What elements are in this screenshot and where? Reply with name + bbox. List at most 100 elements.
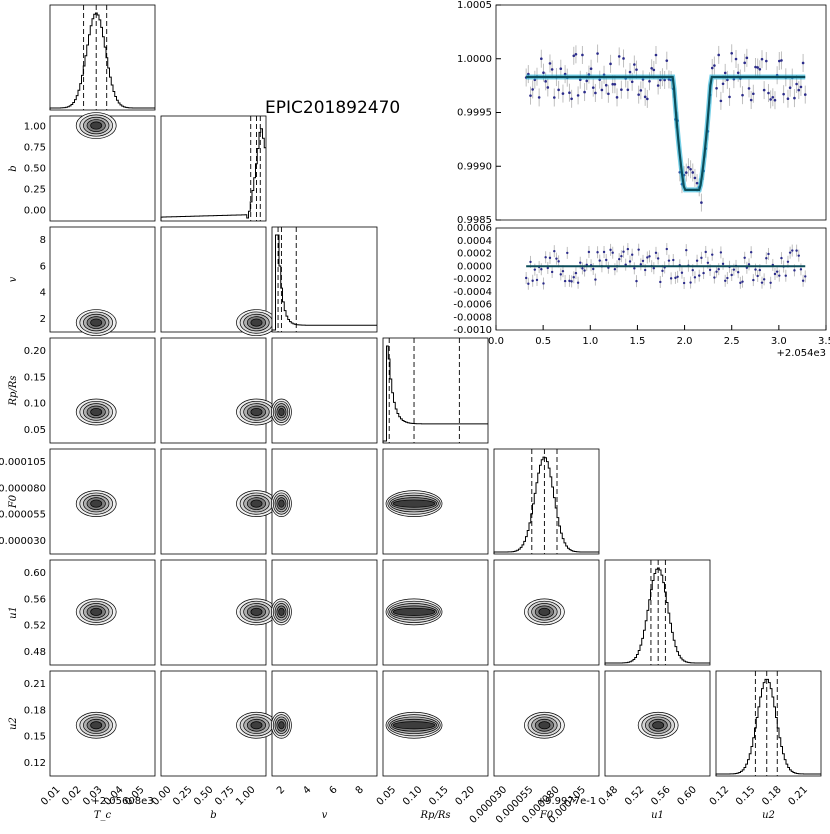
data-point — [639, 89, 643, 92]
residual-point — [773, 272, 777, 276]
residual-point — [622, 250, 625, 253]
y-tick-label: -0.0004 — [453, 287, 492, 298]
x-axis-label: F0 — [539, 810, 554, 821]
residual-point — [559, 273, 562, 276]
y-tick-label: 0.25 — [24, 185, 46, 196]
residual-point — [769, 281, 772, 284]
residual-point — [747, 263, 751, 266]
residual-point — [724, 279, 727, 282]
residual-point — [633, 267, 636, 270]
residual-point — [676, 275, 679, 278]
panel-v-v — [271, 226, 378, 333]
data-point — [728, 95, 731, 99]
residual-point — [527, 282, 530, 285]
panel-T_c-T_c — [49, 4, 156, 111]
x-tick-label: 0.25 — [171, 784, 195, 808]
y-axis-label: Rp/Rs — [8, 376, 19, 407]
residual-point — [583, 269, 586, 272]
histogram-u1 — [604, 567, 710, 665]
residual-point — [799, 268, 803, 271]
residual-point — [698, 274, 701, 277]
residual-point — [685, 248, 688, 252]
residual-point — [611, 251, 614, 254]
residual-point — [535, 278, 539, 282]
density-contour — [250, 721, 263, 730]
density-contour — [278, 607, 285, 616]
residual-point — [572, 276, 575, 279]
residual-point — [711, 253, 714, 256]
panel-b-u1 — [160, 559, 277, 666]
residual-point — [618, 257, 621, 261]
x-tick-label: 0.10 — [401, 784, 425, 808]
residual-point — [594, 278, 597, 281]
data-point — [721, 82, 725, 86]
x-tick-label: 2.5 — [724, 336, 740, 347]
data-point — [691, 171, 695, 174]
residual-point — [665, 247, 668, 251]
panel-Rp/Rs-F0 — [382, 448, 489, 555]
panel-F0-u2 — [493, 670, 600, 777]
data-point — [574, 52, 578, 56]
residual-point — [680, 271, 684, 274]
residual-point — [542, 282, 545, 285]
residual-point — [765, 257, 768, 260]
panel-T_c-F0 — [49, 448, 156, 555]
residual-point — [581, 267, 584, 270]
data-point — [801, 61, 805, 65]
residual-point — [713, 276, 716, 279]
residual-point — [726, 276, 729, 280]
x-tick-label: 0.00 — [150, 784, 174, 808]
data-point — [550, 68, 554, 71]
residual-point — [596, 251, 599, 254]
data-point — [780, 59, 783, 62]
residual-point — [656, 257, 660, 260]
y-tick-label: 0.18 — [24, 705, 46, 716]
data-point — [793, 96, 796, 100]
data-point — [607, 92, 610, 96]
x-tick-label: 0.52 — [623, 784, 647, 808]
panel-frame — [49, 4, 156, 111]
residual-panel: -0.0010 -0.0008-0.0006 -0.0004 -0.0002 0.000… — [453, 223, 830, 359]
density-contour — [392, 499, 436, 508]
panel-frame — [715, 670, 822, 777]
data-point — [656, 84, 660, 87]
y-axis-label: F0 — [8, 494, 19, 509]
data-point — [600, 88, 604, 92]
data-point — [630, 80, 634, 84]
data-point — [620, 88, 623, 91]
data-point — [715, 87, 718, 90]
data-point — [635, 68, 638, 71]
data-point — [537, 96, 541, 99]
panel-frame — [382, 337, 489, 444]
data-point — [799, 85, 803, 89]
residual-point — [661, 269, 664, 273]
x-tick-label: 0.50 — [192, 784, 216, 808]
data-point — [710, 66, 714, 70]
residual-point — [635, 279, 638, 283]
x-tick-label: 4 — [301, 784, 313, 796]
residual-point — [652, 267, 656, 270]
residual-point — [628, 260, 632, 263]
y-tick-label: 0.05 — [24, 425, 46, 436]
data-point — [648, 79, 651, 83]
x-tick-label: 0.18 — [760, 784, 784, 808]
data-point — [803, 93, 807, 96]
residual-point — [672, 258, 675, 262]
residual-point — [605, 258, 608, 262]
x-tick-label: 0.15 — [734, 784, 758, 808]
panel-v-u2 — [271, 670, 378, 777]
residual-point — [639, 263, 643, 266]
residual-point — [756, 274, 759, 278]
y-tick-label: -0.0010 — [453, 325, 492, 336]
data-point — [719, 99, 723, 103]
y-tick-label: 0.52 — [24, 621, 46, 632]
panel-frame — [49, 337, 156, 444]
x-tick-label: 0.0 — [488, 336, 504, 347]
residual-point — [553, 249, 556, 253]
residual-point — [691, 268, 694, 272]
histogram-Rp/Rs — [382, 345, 488, 443]
y-tick-label: 0.10 — [24, 399, 46, 410]
residual-point — [674, 276, 677, 280]
corner-grid: 0.010.020.030.040.05T_c+2.05608e30.000.2… — [0, 4, 822, 826]
density-contour — [250, 407, 263, 416]
